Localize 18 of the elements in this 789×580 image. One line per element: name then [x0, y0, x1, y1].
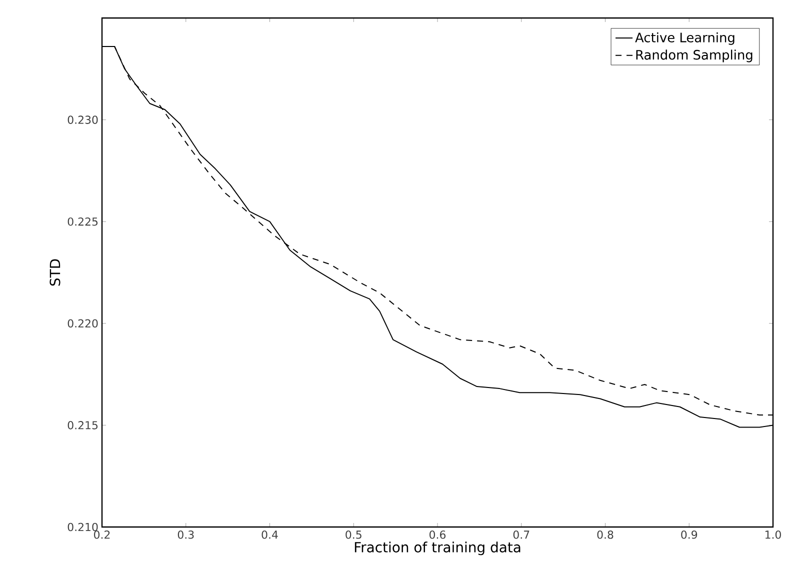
legend-label: Random Sampling [636, 50, 752, 62]
x-axis-title: Fraction of training data [354, 542, 520, 556]
x-tick-label: 0.2 [94, 530, 110, 539]
y-axis-title: STD [50, 259, 60, 286]
x-tick-label: 0.6 [430, 530, 446, 539]
y-tick-label: 0.220 [68, 319, 98, 328]
x-tick-label: 1.0 [765, 530, 781, 539]
x-tick-label: 0.3 [178, 530, 194, 539]
y-tick-label: 0.225 [68, 217, 98, 226]
x-tick-label: 0.7 [513, 530, 530, 539]
x-tick-label: 0.9 [681, 530, 698, 539]
y-tick-label: 0.210 [68, 522, 98, 532]
y-tick-label: 0.215 [68, 421, 98, 430]
x-tick-label: 0.5 [346, 530, 362, 539]
x-tick-label: 0.8 [597, 530, 614, 539]
y-tick-label: 0.230 [68, 116, 98, 124]
x-tick-label: 0.4 [262, 530, 278, 539]
legend-label: Active Learning [635, 32, 734, 45]
